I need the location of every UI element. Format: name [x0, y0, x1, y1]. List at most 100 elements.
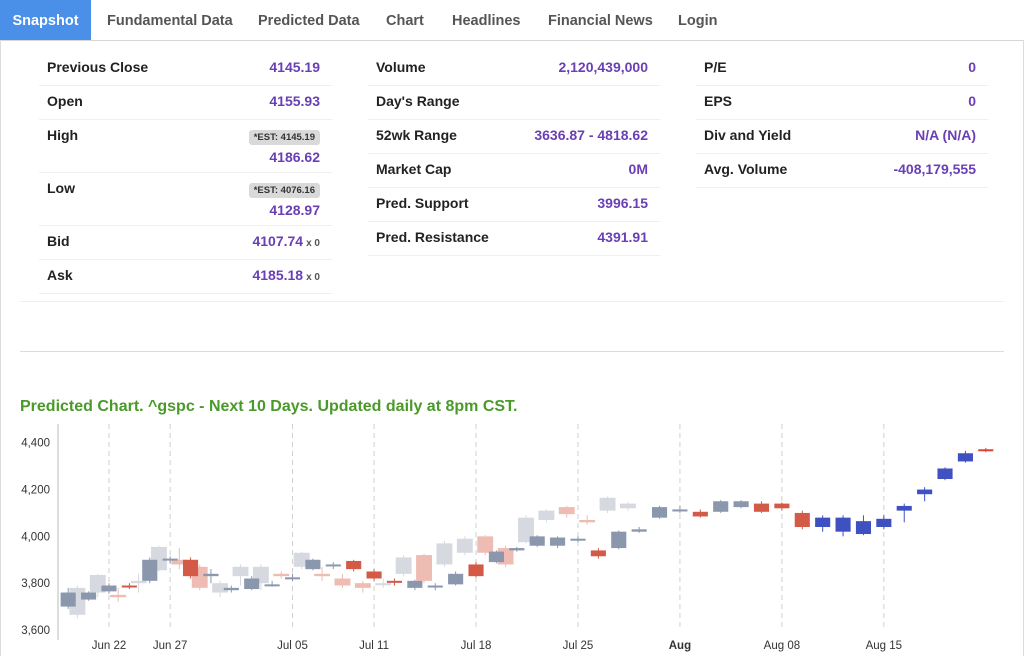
- chart-title: Predicted Chart. ^gspc - Next 10 Days. U…: [20, 398, 518, 415]
- tab-snapshot[interactable]: Snapshot: [0, 0, 91, 40]
- actual-candle: [305, 559, 321, 570]
- actual-candle: [509, 548, 525, 551]
- bid-value: 4107.74 x 0: [252, 233, 320, 249]
- open-value: 4155.93: [269, 93, 320, 109]
- row-52wk-range: 52wk Range 3636.87 - 4818.62: [368, 119, 660, 154]
- volume-value: 2,120,439,000: [558, 59, 648, 75]
- actual-candle: [386, 580, 403, 583]
- row-avg-volume: Avg. Volume -408,179,555: [696, 153, 988, 188]
- eps-label: EPS: [704, 93, 733, 109]
- actual-candle: [203, 573, 219, 577]
- actual-candle: [427, 585, 443, 588]
- actual-candle: [223, 587, 239, 591]
- predicted-candle: [917, 489, 933, 495]
- row-pred-support: Pred. Support 3996.15: [368, 187, 660, 222]
- predicted-candle: [978, 449, 994, 452]
- history-candle: [416, 555, 432, 581]
- actual-candle: [366, 571, 382, 579]
- actual-candle: [101, 585, 117, 592]
- candlestick-chart[interactable]: 3,600 3,800 4,000 4,200 4,400 Jun 22 Jun 27 Jul…: [0, 420, 1024, 656]
- actual-candle: [182, 559, 199, 577]
- actual-candle: [529, 536, 545, 546]
- actual-candle: [570, 538, 586, 541]
- tab-bar: Snapshot Fundamental Data Predicted Data…: [0, 0, 1024, 41]
- tab-predicted-data[interactable]: Predicted Data: [258, 13, 360, 29]
- actual-candle: [284, 577, 301, 580]
- high-est-badge: *EST: 4145.19: [248, 130, 320, 145]
- divider: [20, 351, 1004, 352]
- tab-chart[interactable]: Chart: [386, 13, 424, 29]
- pe-label: P/E: [704, 59, 727, 75]
- 52wk-range-value: 3636.87 - 4818.62: [534, 127, 648, 143]
- row-high: High *EST: 4145.19 4186.62: [39, 119, 332, 173]
- actual-candle: [488, 551, 504, 563]
- tab-login[interactable]: Login: [678, 13, 718, 29]
- actual-candle: [325, 564, 341, 567]
- y-tick-label: 4,000: [21, 531, 50, 543]
- actual-candle: [121, 585, 137, 588]
- y-tick-label: 4,200: [21, 485, 50, 497]
- history-candle: [599, 497, 616, 511]
- y-tick-label: 3,800: [21, 578, 50, 590]
- actual-candle: [264, 584, 280, 587]
- tab-financial-news[interactable]: Financial News: [548, 13, 653, 29]
- days-range-label: Day's Range: [376, 93, 460, 109]
- row-open: Open 4155.93: [39, 85, 332, 120]
- y-tick-label: 4,400: [21, 438, 50, 450]
- history-candle: [619, 503, 636, 509]
- history-candle: [558, 507, 575, 515]
- predicted-candle: [896, 505, 912, 511]
- x-tick-label: Jul 18: [461, 640, 492, 652]
- eps-value: 0: [968, 93, 976, 109]
- history-candle: [232, 566, 249, 577]
- 52wk-range-label: 52wk Range: [376, 127, 457, 143]
- actual-candle: [794, 512, 810, 527]
- actual-candle: [611, 531, 627, 549]
- bid-label: Bid: [47, 233, 70, 249]
- history-candle: [579, 519, 596, 523]
- actual-candle: [672, 509, 688, 512]
- x-tick-label: Jun 27: [153, 640, 188, 652]
- x-tick-label: Jul 25: [563, 640, 594, 652]
- row-previous-close: Previous Close 4145.19: [39, 51, 332, 86]
- predicted-candle: [876, 518, 892, 527]
- low-label: Low: [47, 180, 75, 196]
- tab-headlines[interactable]: Headlines: [452, 13, 521, 29]
- actual-candle: [142, 559, 158, 581]
- row-eps: EPS 0: [696, 85, 988, 120]
- volume-label: Volume: [376, 59, 426, 75]
- actual-candle: [81, 592, 97, 600]
- actual-candle: [468, 564, 484, 577]
- x-tick-label: Aug: [669, 640, 691, 652]
- pred-support-value: 3996.15: [597, 195, 648, 211]
- row-volume: Volume 2,120,439,000: [368, 51, 660, 86]
- low-value: 4128.97: [269, 202, 320, 218]
- row-pred-resistance: Pred. Resistance 4391.91: [368, 221, 660, 256]
- divider: [20, 301, 1004, 302]
- pred-support-label: Pred. Support: [376, 195, 469, 211]
- actual-candle: [244, 578, 260, 590]
- x-tick-label: Aug 08: [764, 640, 800, 652]
- history-candle: [273, 573, 290, 577]
- ask-label: Ask: [47, 267, 73, 283]
- actual-candle: [60, 592, 76, 607]
- row-ask: Ask 4185.18 x 0: [39, 259, 332, 294]
- history-candle: [130, 580, 147, 584]
- history-candle: [538, 510, 555, 520]
- bid-size: x 0: [306, 238, 320, 249]
- actual-candle: [774, 503, 790, 509]
- pred-resistance-label: Pred. Resistance: [376, 229, 489, 245]
- previous-close-value: 4145.19: [269, 59, 320, 75]
- actual-candle: [162, 558, 178, 561]
- row-pe: P/E 0: [696, 51, 988, 86]
- actual-candle: [407, 580, 423, 588]
- y-tick-label: 3,600: [21, 625, 50, 637]
- predicted-candle: [937, 468, 953, 480]
- low-est-badge: *EST: 4076.16: [248, 183, 320, 198]
- actual-candle: [448, 573, 464, 585]
- actual-candle: [753, 503, 770, 512]
- history-candle: [518, 517, 534, 543]
- div-yield-label: Div and Yield: [704, 127, 792, 143]
- history-candle: [334, 578, 351, 586]
- tab-fundamental-data[interactable]: Fundamental Data: [107, 13, 233, 29]
